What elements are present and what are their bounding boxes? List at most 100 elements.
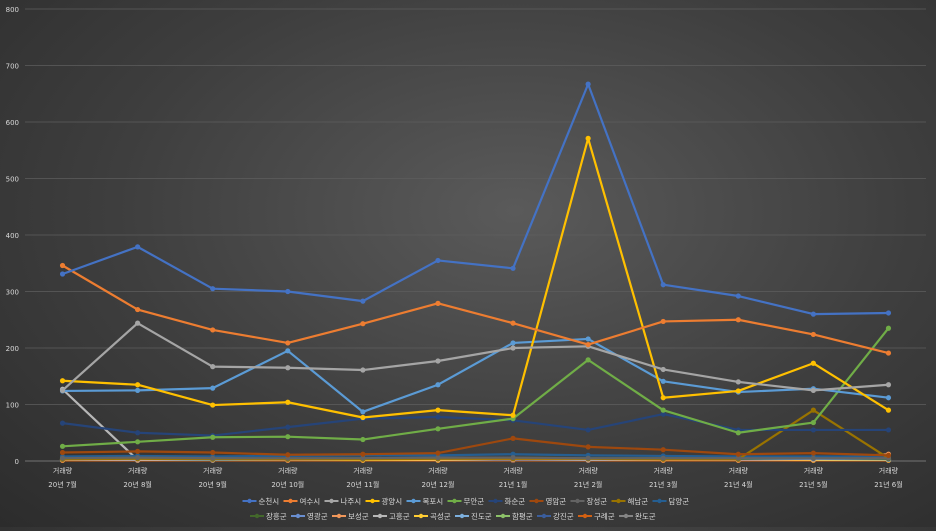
data-point bbox=[360, 409, 366, 415]
series-line bbox=[61, 83, 890, 316]
data-point bbox=[885, 452, 892, 458]
data-point bbox=[435, 300, 441, 306]
y-tick-label: 600 bbox=[6, 119, 19, 127]
legend-marker bbox=[377, 513, 383, 519]
data-point bbox=[435, 358, 441, 364]
data-point bbox=[59, 262, 66, 269]
x-tick-label: 거래량 bbox=[503, 466, 523, 475]
legend-label: 영광군 bbox=[307, 511, 328, 521]
data-point bbox=[135, 244, 141, 250]
x-tick-sublabel: 20년 10월 bbox=[271, 480, 304, 489]
data-point bbox=[360, 321, 366, 327]
x-axis: 거래량 20년 7월 거래량 20년 8월 거래량 20년 9월 거래량 20년 10월 거래량… bbox=[48, 466, 902, 489]
data-point bbox=[735, 379, 741, 385]
data-point bbox=[135, 306, 141, 313]
data-point bbox=[735, 455, 741, 461]
data-point bbox=[810, 427, 816, 433]
data-point bbox=[285, 434, 291, 440]
data-point bbox=[59, 378, 66, 384]
data-point bbox=[510, 265, 516, 271]
data-point bbox=[435, 455, 441, 461]
legend-label: 함평군 bbox=[512, 511, 533, 521]
data-point bbox=[435, 382, 441, 388]
data-point bbox=[585, 135, 591, 141]
x-tick-label: 거래량 bbox=[578, 466, 598, 475]
legend-marker bbox=[336, 513, 342, 519]
y-tick-label: 400 bbox=[6, 232, 19, 240]
x-tick-label: 거래량 bbox=[804, 466, 824, 475]
legend-marker bbox=[459, 513, 465, 519]
legend-label: 무안군 bbox=[464, 496, 485, 506]
series-line bbox=[61, 409, 890, 461]
x-tick-sublabel: 20년 7월 bbox=[48, 480, 76, 489]
data-point bbox=[210, 402, 216, 408]
x-tick-sublabel: 21년 2월 bbox=[574, 480, 602, 489]
legend-marker bbox=[288, 498, 293, 504]
data-point bbox=[660, 378, 666, 384]
data-point bbox=[585, 342, 591, 348]
y-axis: 0 100 200 300 400 500 600 700 800 bbox=[6, 6, 19, 466]
x-tick-label: 거래량 bbox=[879, 466, 899, 475]
data-point bbox=[210, 449, 216, 456]
legend-marker bbox=[247, 498, 252, 504]
legend-label: 여수시 bbox=[300, 496, 321, 506]
data-point bbox=[810, 455, 816, 461]
data-point bbox=[885, 382, 892, 388]
data-point bbox=[135, 448, 141, 454]
data-point bbox=[885, 325, 892, 331]
legend-marker bbox=[534, 498, 539, 504]
legend-label: 진도군 bbox=[471, 511, 492, 521]
data-point bbox=[360, 436, 366, 443]
x-tick-sublabel: 21년 4월 bbox=[724, 480, 752, 489]
data-point bbox=[285, 399, 291, 405]
y-tick-label: 500 bbox=[6, 176, 19, 184]
data-point bbox=[510, 340, 516, 346]
data-point bbox=[510, 345, 516, 351]
series-line bbox=[61, 322, 890, 392]
data-point bbox=[810, 311, 816, 317]
data-point bbox=[885, 395, 892, 401]
data-point bbox=[660, 407, 666, 413]
data-point bbox=[810, 419, 816, 426]
data-point bbox=[660, 447, 666, 453]
data-point bbox=[435, 257, 441, 264]
data-point bbox=[510, 412, 516, 418]
y-tick-label: 800 bbox=[6, 6, 19, 14]
series-line bbox=[61, 137, 890, 419]
data-point bbox=[585, 444, 591, 450]
legend-label: 고흥군 bbox=[389, 511, 410, 521]
legend-label: 영암군 bbox=[546, 496, 567, 506]
data-point bbox=[285, 288, 291, 295]
data-point bbox=[360, 298, 366, 304]
legend-label: 장성군 bbox=[587, 496, 608, 506]
data-point bbox=[735, 293, 741, 299]
data-point bbox=[585, 336, 591, 342]
data-point bbox=[210, 327, 216, 333]
data-point bbox=[59, 387, 66, 393]
data-point bbox=[510, 320, 516, 326]
legend-marker bbox=[452, 498, 457, 504]
legend-label: 화순군 bbox=[505, 497, 526, 506]
data-point bbox=[585, 81, 591, 87]
data-point bbox=[135, 455, 141, 461]
legend-label: 광양시 bbox=[382, 496, 403, 506]
data-point bbox=[435, 450, 441, 456]
x-tick-label: 거래량 bbox=[53, 466, 73, 475]
legend-label: 완도군 bbox=[635, 512, 656, 521]
x-tick-sublabel: 21년 5월 bbox=[799, 480, 827, 489]
legend-label: 구례군 bbox=[594, 511, 615, 521]
series-line bbox=[61, 453, 890, 458]
data-point bbox=[585, 455, 591, 461]
y-tick-label: 300 bbox=[6, 289, 19, 297]
data-point bbox=[135, 387, 141, 393]
data-point bbox=[735, 388, 741, 394]
legend-label: 목포시 bbox=[423, 497, 444, 506]
legend-label: 담양군 bbox=[669, 496, 690, 506]
data-point bbox=[435, 414, 441, 420]
data-point bbox=[660, 318, 666, 325]
legend-marker bbox=[418, 513, 424, 519]
data-point bbox=[59, 449, 66, 456]
data-point bbox=[660, 411, 666, 417]
x-tick-label: 거래량 bbox=[729, 466, 749, 475]
